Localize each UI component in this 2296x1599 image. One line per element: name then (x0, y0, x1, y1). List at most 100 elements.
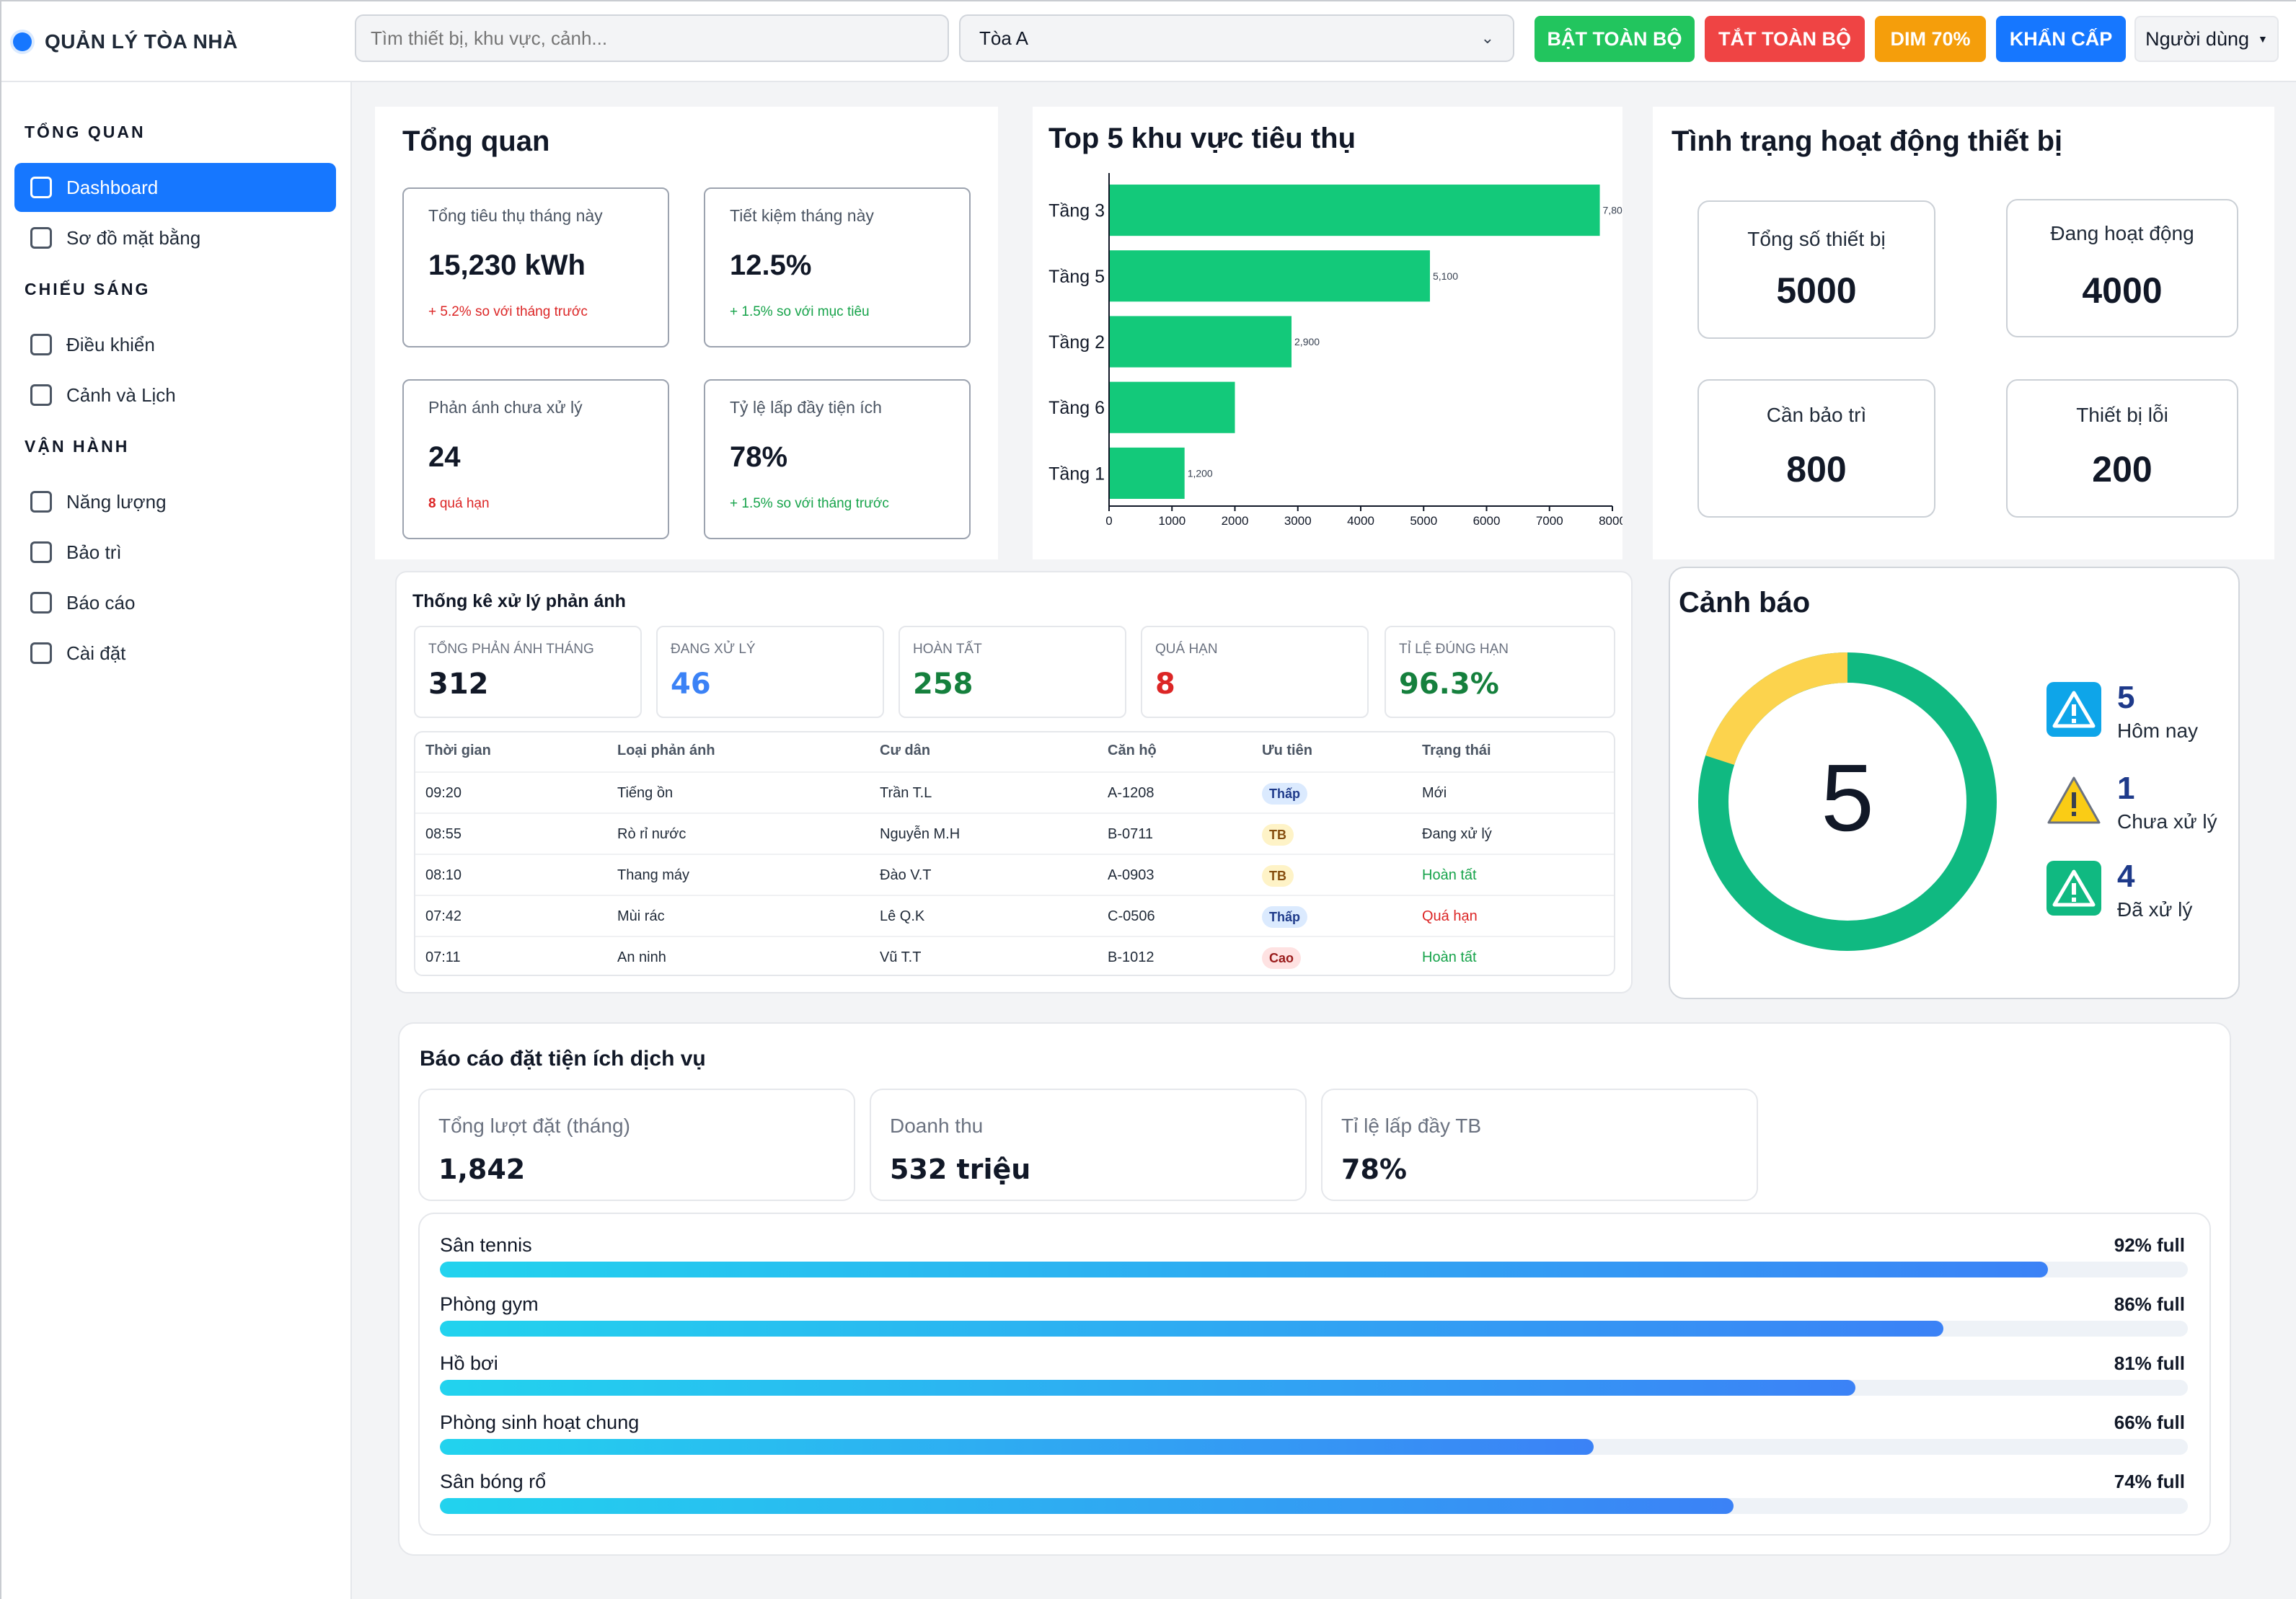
kpi-value: 24 (428, 441, 461, 473)
alert-pending[interactable]: 1 Chưa xử lý (2046, 773, 2217, 833)
alert-total: 5 (1821, 745, 1873, 851)
warning-icon (2046, 861, 2101, 916)
feedback-stat-value: 312 (428, 668, 489, 701)
sidebar: TỔNG QUAN Dashboard Sơ đồ mặt bằng CHIẾU… (1, 82, 352, 1599)
sidebar-item-label: Báo cáo (66, 591, 136, 614)
turn-all-off-button[interactable]: TẮT TOÀN BỘ (1705, 16, 1865, 62)
building-select[interactable]: Tòa A ⌄ (959, 14, 1514, 62)
table-row[interactable]: 09:20 Tiếng ồn Trần T.L A-1208 Thấp Mới (415, 771, 1614, 812)
turn-all-on-button[interactable]: BẬT TOÀN BỘ (1535, 16, 1695, 62)
feedback-stat: HOÀN TẤT 258 (898, 626, 1126, 718)
facility-progress-fill (440, 1262, 2049, 1277)
facility-progress-fill (440, 1380, 1856, 1396)
alert-handled[interactable]: 4 Đã xử lý (2046, 861, 2192, 921)
facility-name: Phòng sinh hoạt chung (440, 1412, 640, 1433)
report-stat: Tỉ lệ lấp đầy TB 78% (1321, 1089, 1758, 1201)
device-error-card: Thiết bị lỗi 200 (2006, 379, 2238, 518)
kpi-note-text: quá hạn (439, 496, 490, 511)
kpi-note: 8 quá hạn (428, 496, 490, 512)
sidebar-item-control[interactable]: Điều khiển (14, 320, 336, 369)
chart-x-tick-label: 8000 (1599, 514, 1622, 528)
chart-title: Top 5 khu vực tiêu thụ (1048, 123, 1356, 154)
chart-category-label: Tầng 5 (1048, 267, 1105, 287)
cell-resident: Lê Q.K (880, 908, 925, 924)
facility-name: Sân tennis (440, 1234, 532, 1256)
dim-button[interactable]: DIM 70% (1875, 16, 1986, 62)
chart-category-label: Tầng 2 (1048, 332, 1105, 353)
sidebar-item-settings[interactable]: Cài đặt (14, 629, 336, 678)
report-stat-value: 78% (1341, 1153, 1407, 1185)
table-row[interactable]: 07:42 Mùi rác Lê Q.K C-0506 Thấp Quá hạn (415, 895, 1614, 936)
table-row[interactable]: 08:10 Thang máy Đào V.T A-0903 TB Hoàn t… (415, 854, 1614, 895)
brand-title: QUẢN LÝ TÒA NHÀ (45, 30, 238, 53)
feedback-stat: TỔNG PHẢN ÁNH THÁNG 312 (414, 626, 642, 718)
column-header: Loại phản ánh (617, 743, 715, 758)
chart-data-label: 7,800 (1603, 205, 1622, 216)
alert-donut-chart: 5 (1698, 652, 1997, 951)
report-stat-label: Tỉ lệ lấp đầy TB (1341, 1115, 1482, 1137)
facility-name: Sân bóng rổ (440, 1471, 547, 1492)
column-header: Thời gian (425, 743, 491, 758)
sidebar-section-title: VẬN HÀNH (25, 437, 130, 456)
cell-type: Thang máy (617, 867, 690, 883)
caret-down-icon: ▼ (2258, 33, 2268, 45)
feedback-stat-label: QUÁ HẠN (1155, 642, 1218, 657)
checkbox-icon (30, 592, 52, 614)
sidebar-item-floor-plan[interactable]: Sơ đồ mặt bằng (14, 213, 336, 262)
facility-progress-bar (440, 1262, 2188, 1277)
brand: QUẢN LÝ TÒA NHÀ (13, 30, 238, 53)
kpi-note: + 1.5% so với tháng trước (730, 496, 889, 511)
sidebar-item-reports[interactable]: Báo cáo (14, 578, 336, 627)
chart-bar (1109, 316, 1292, 368)
cell-time: 08:10 (425, 867, 462, 883)
sidebar-item-dashboard[interactable]: Dashboard (14, 163, 336, 212)
kpi-note: + 5.2% so với tháng trước (428, 304, 588, 319)
report-stat-label: Tổng lượt đặt (tháng) (438, 1115, 630, 1137)
sidebar-item-label: Cài đặt (66, 642, 126, 664)
facility-percent: 81% full (2114, 1352, 2185, 1374)
table-row[interactable]: 07:11 An ninh Vũ T.T B-1012 Cao Hoàn tất (415, 936, 1614, 975)
kpi-card: Tỷ lệ lấp đầy tiện ích 78% + 1.5% so với… (704, 379, 971, 539)
top-bar: QUẢN LÝ TÒA NHÀ Tòa A ⌄ BẬT TOÀN BỘ TẮT … (1, 1, 2296, 82)
sidebar-item-label: Cảnh và Lịch (66, 384, 176, 406)
feedback-stat-value: 258 (913, 668, 973, 701)
priority-badge: TB (1262, 824, 1294, 846)
alert-count: 1 (2117, 771, 2135, 806)
chart-data-label: 2,900 (1294, 336, 1320, 347)
chart-x-tick-label: 7000 (1536, 514, 1563, 528)
kpi-note: + 1.5% so với mục tiêu (730, 304, 870, 319)
feedback-stat-value: 8 (1155, 668, 1175, 701)
device-status-title: Tình trạng hoạt động thiết bị (1672, 125, 2063, 157)
facility-name: Hồ bơi (440, 1352, 498, 1374)
table-row[interactable]: 08:55 Rò rỉ nước Nguyễn M.H B-0711 TB Đa… (415, 812, 1614, 854)
chevron-down-icon: ⌄ (1480, 29, 1494, 47)
report-stat-value: 532 triệu (890, 1153, 1031, 1185)
facility-percent: 92% full (2114, 1234, 2185, 1256)
device-stat-label: Đang hoạt động (2050, 222, 2194, 244)
sidebar-item-maintenance[interactable]: Bảo trì (14, 528, 336, 577)
report-stat-label: Doanh thu (890, 1115, 984, 1137)
sidebar-item-label: Sơ đồ mặt bằng (66, 226, 201, 249)
feedback-stat-label: TỔNG PHẢN ÁNH THÁNG (428, 642, 594, 657)
checkbox-icon (30, 541, 52, 563)
alert-today[interactable]: 5 Hôm nay (2046, 682, 2198, 743)
feedback-stat: QUÁ HẠN 8 (1141, 626, 1369, 718)
alert-label: Đã xử lý (2117, 898, 2193, 921)
chart-x-tick-label: 0 (1105, 514, 1112, 528)
user-menu-label: Người dùng (2145, 27, 2249, 50)
report-title: Báo cáo đặt tiện ích dịch vụ (420, 1047, 706, 1071)
kpi-card: Tổng tiêu thụ tháng này 15,230 kWh + 5.2… (402, 187, 669, 347)
report-stat-value: 1,842 (438, 1153, 526, 1185)
priority-badge: Thấp (1262, 783, 1307, 805)
cell-resident: Nguyễn M.H (880, 826, 961, 842)
emergency-button[interactable]: KHẨN CẤP (1996, 16, 2126, 62)
sidebar-item-energy[interactable]: Năng lượng (14, 477, 336, 526)
search-input[interactable] (355, 14, 949, 62)
sidebar-item-scenes-schedule[interactable]: Cảnh và Lịch (14, 371, 336, 420)
facility-percent: 66% full (2114, 1412, 2185, 1433)
cell-type: Mùi rác (617, 908, 665, 924)
chart-x-tick-label: 4000 (1347, 514, 1374, 528)
user-menu-button[interactable]: Người dùng ▼ (2134, 16, 2279, 62)
device-active-card: Đang hoạt động 4000 (2006, 199, 2238, 337)
device-stat-value: 4000 (2082, 270, 2163, 311)
